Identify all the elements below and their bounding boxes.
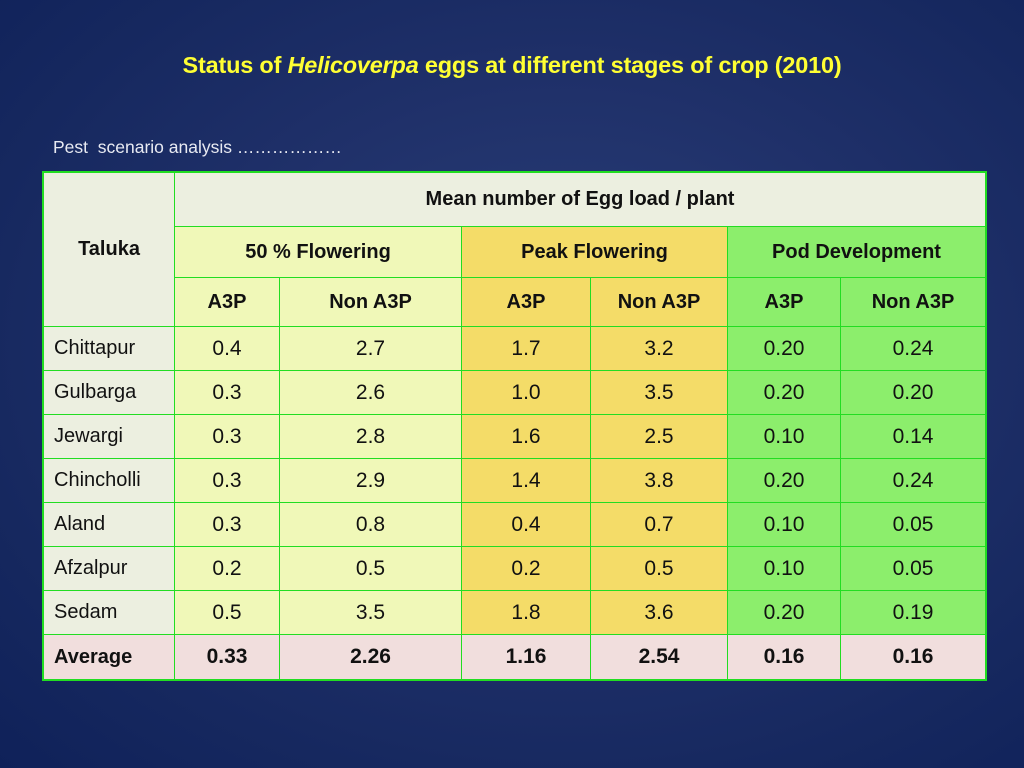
title-suffix: eggs at different stages of crop (2010) — [418, 52, 842, 78]
group-header: Mean number of Egg load / plant — [174, 171, 987, 227]
table-row: Sedam 0.5 3.5 1.8 3.6 0.20 0.19 — [42, 590, 987, 635]
sub-header: Non A3P — [840, 277, 987, 327]
sub-header: A3P — [727, 277, 841, 327]
taluka-name: Chittapur — [42, 326, 175, 371]
value-cell: 3.8 — [590, 458, 728, 503]
value-cell: 0.10 — [727, 502, 841, 547]
value-cell: 0.20 — [727, 590, 841, 635]
average-cell: 0.16 — [727, 634, 841, 681]
value-cell: 0.10 — [727, 546, 841, 591]
value-cell: 3.5 — [279, 590, 462, 635]
average-cell: 2.54 — [590, 634, 728, 681]
sub-header: Non A3P — [279, 277, 462, 327]
value-cell: 0.3 — [174, 502, 280, 547]
average-cell: 1.16 — [461, 634, 591, 681]
taluka-name: Gulbarga — [42, 370, 175, 415]
taluka-name: Sedam — [42, 590, 175, 635]
table-row: Jewargi 0.3 2.8 1.6 2.5 0.10 0.14 — [42, 414, 987, 459]
value-cell: 0.5 — [174, 590, 280, 635]
title-prefix: Status of — [182, 52, 288, 78]
taluka-name: Aland — [42, 502, 175, 547]
value-cell: 0.20 — [727, 326, 841, 371]
value-cell: 0.5 — [590, 546, 728, 591]
average-label: Average — [42, 634, 175, 681]
value-cell: 2.7 — [279, 326, 462, 371]
value-cell: 0.3 — [174, 414, 280, 459]
value-cell: 0.20 — [727, 370, 841, 415]
value-cell: 0.2 — [174, 546, 280, 591]
average-cell: 0.16 — [840, 634, 987, 681]
value-cell: 0.8 — [279, 502, 462, 547]
taluka-name: Jewargi — [42, 414, 175, 459]
title-species: Helicoverpa — [287, 52, 419, 78]
average-cell: 2.26 — [279, 634, 462, 681]
value-cell: 2.9 — [279, 458, 462, 503]
taluka-name: Afzalpur — [42, 546, 175, 591]
table-row: Chincholli 0.3 2.9 1.4 3.8 0.20 0.24 — [42, 458, 987, 503]
slide-title: Status of Helicoverpa eggs at different … — [0, 52, 1024, 79]
value-cell: 0.3 — [174, 458, 280, 503]
value-cell: 3.5 — [590, 370, 728, 415]
sub-header: A3P — [461, 277, 591, 327]
value-cell: 2.5 — [590, 414, 728, 459]
egg-load-table: Taluka Mean number of Egg load / plant 5… — [42, 171, 987, 681]
value-cell: 1.6 — [461, 414, 591, 459]
value-cell: 0.05 — [840, 546, 987, 591]
value-cell: 0.14 — [840, 414, 987, 459]
subtitle: Pest scenario analysis ……………… — [53, 137, 342, 157]
stage-header-peak-flowering: Peak Flowering — [461, 226, 728, 278]
value-cell: 1.8 — [461, 590, 591, 635]
value-cell: 1.7 — [461, 326, 591, 371]
value-cell: 0.4 — [174, 326, 280, 371]
value-cell: 0.24 — [840, 458, 987, 503]
value-cell: 0.3 — [174, 370, 280, 415]
taluka-name: Chincholli — [42, 458, 175, 503]
value-cell: 0.7 — [590, 502, 728, 547]
value-cell: 0.20 — [727, 458, 841, 503]
value-cell: 0.4 — [461, 502, 591, 547]
average-row: Average 0.33 2.26 1.16 2.54 0.16 0.16 — [42, 634, 987, 681]
sub-header: Non A3P — [590, 277, 728, 327]
sub-header: A3P — [174, 277, 280, 327]
value-cell: 0.2 — [461, 546, 591, 591]
value-cell: 2.6 — [279, 370, 462, 415]
value-cell: 2.8 — [279, 414, 462, 459]
value-cell: 1.0 — [461, 370, 591, 415]
value-cell: 0.20 — [840, 370, 987, 415]
stage-header-pod-development: Pod Development — [727, 226, 987, 278]
stage-header-50-flowering: 50 % Flowering — [174, 226, 462, 278]
taluka-header: Taluka — [42, 171, 175, 327]
value-cell: 0.19 — [840, 590, 987, 635]
table-row: Aland 0.3 0.8 0.4 0.7 0.10 0.05 — [42, 502, 987, 547]
table-row: Gulbarga 0.3 2.6 1.0 3.5 0.20 0.20 — [42, 370, 987, 415]
value-cell: 0.5 — [279, 546, 462, 591]
value-cell: 0.10 — [727, 414, 841, 459]
table-row: Chittapur 0.4 2.7 1.7 3.2 0.20 0.24 — [42, 326, 987, 371]
table-row: Afzalpur 0.2 0.5 0.2 0.5 0.10 0.05 — [42, 546, 987, 591]
value-cell: 3.6 — [590, 590, 728, 635]
value-cell: 1.4 — [461, 458, 591, 503]
value-cell: 3.2 — [590, 326, 728, 371]
average-cell: 0.33 — [174, 634, 280, 681]
value-cell: 0.05 — [840, 502, 987, 547]
value-cell: 0.24 — [840, 326, 987, 371]
